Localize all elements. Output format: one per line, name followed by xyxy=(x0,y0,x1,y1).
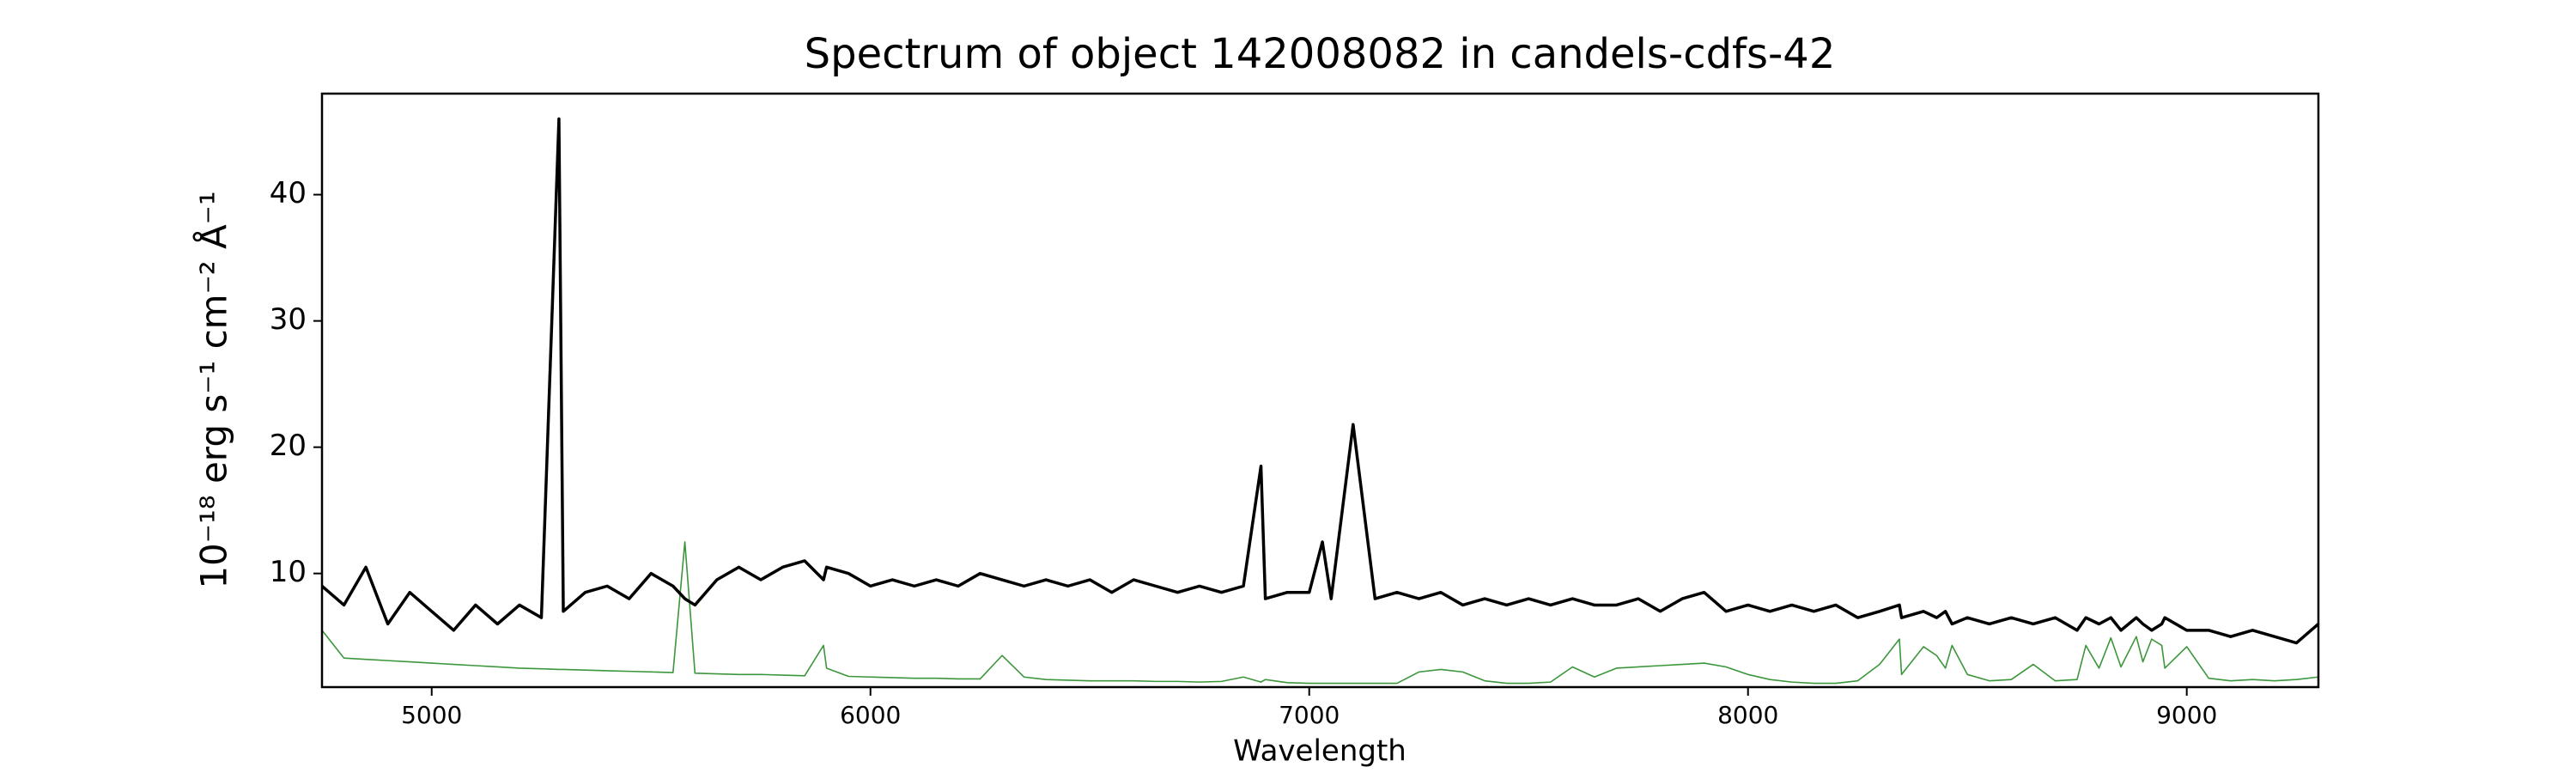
y-tick-label: 40 xyxy=(270,176,307,210)
y-tick-label: 10 xyxy=(270,555,307,589)
x-tick-label: 9000 xyxy=(2156,701,2217,729)
plot-frame xyxy=(320,92,2320,689)
plot-area xyxy=(322,117,2318,685)
x-tick-label: 5000 xyxy=(401,701,462,729)
x-tick-label: 8000 xyxy=(1717,701,1778,729)
spectrum-line xyxy=(322,117,2318,645)
y-axis-label: 10⁻¹⁸ erg s⁻¹ cm⁻² Å⁻¹ xyxy=(192,191,235,588)
y-tick-label: 30 xyxy=(270,302,307,337)
x-tick-label: 7000 xyxy=(1279,701,1340,729)
chart-title: Spectrum of object 142008082 in candels-… xyxy=(805,30,1836,78)
spectrum-line xyxy=(322,541,2318,685)
y-tick-label: 20 xyxy=(270,429,307,463)
x-axis-label: Wavelength xyxy=(1233,734,1406,769)
x-tick-label: 6000 xyxy=(840,701,901,729)
